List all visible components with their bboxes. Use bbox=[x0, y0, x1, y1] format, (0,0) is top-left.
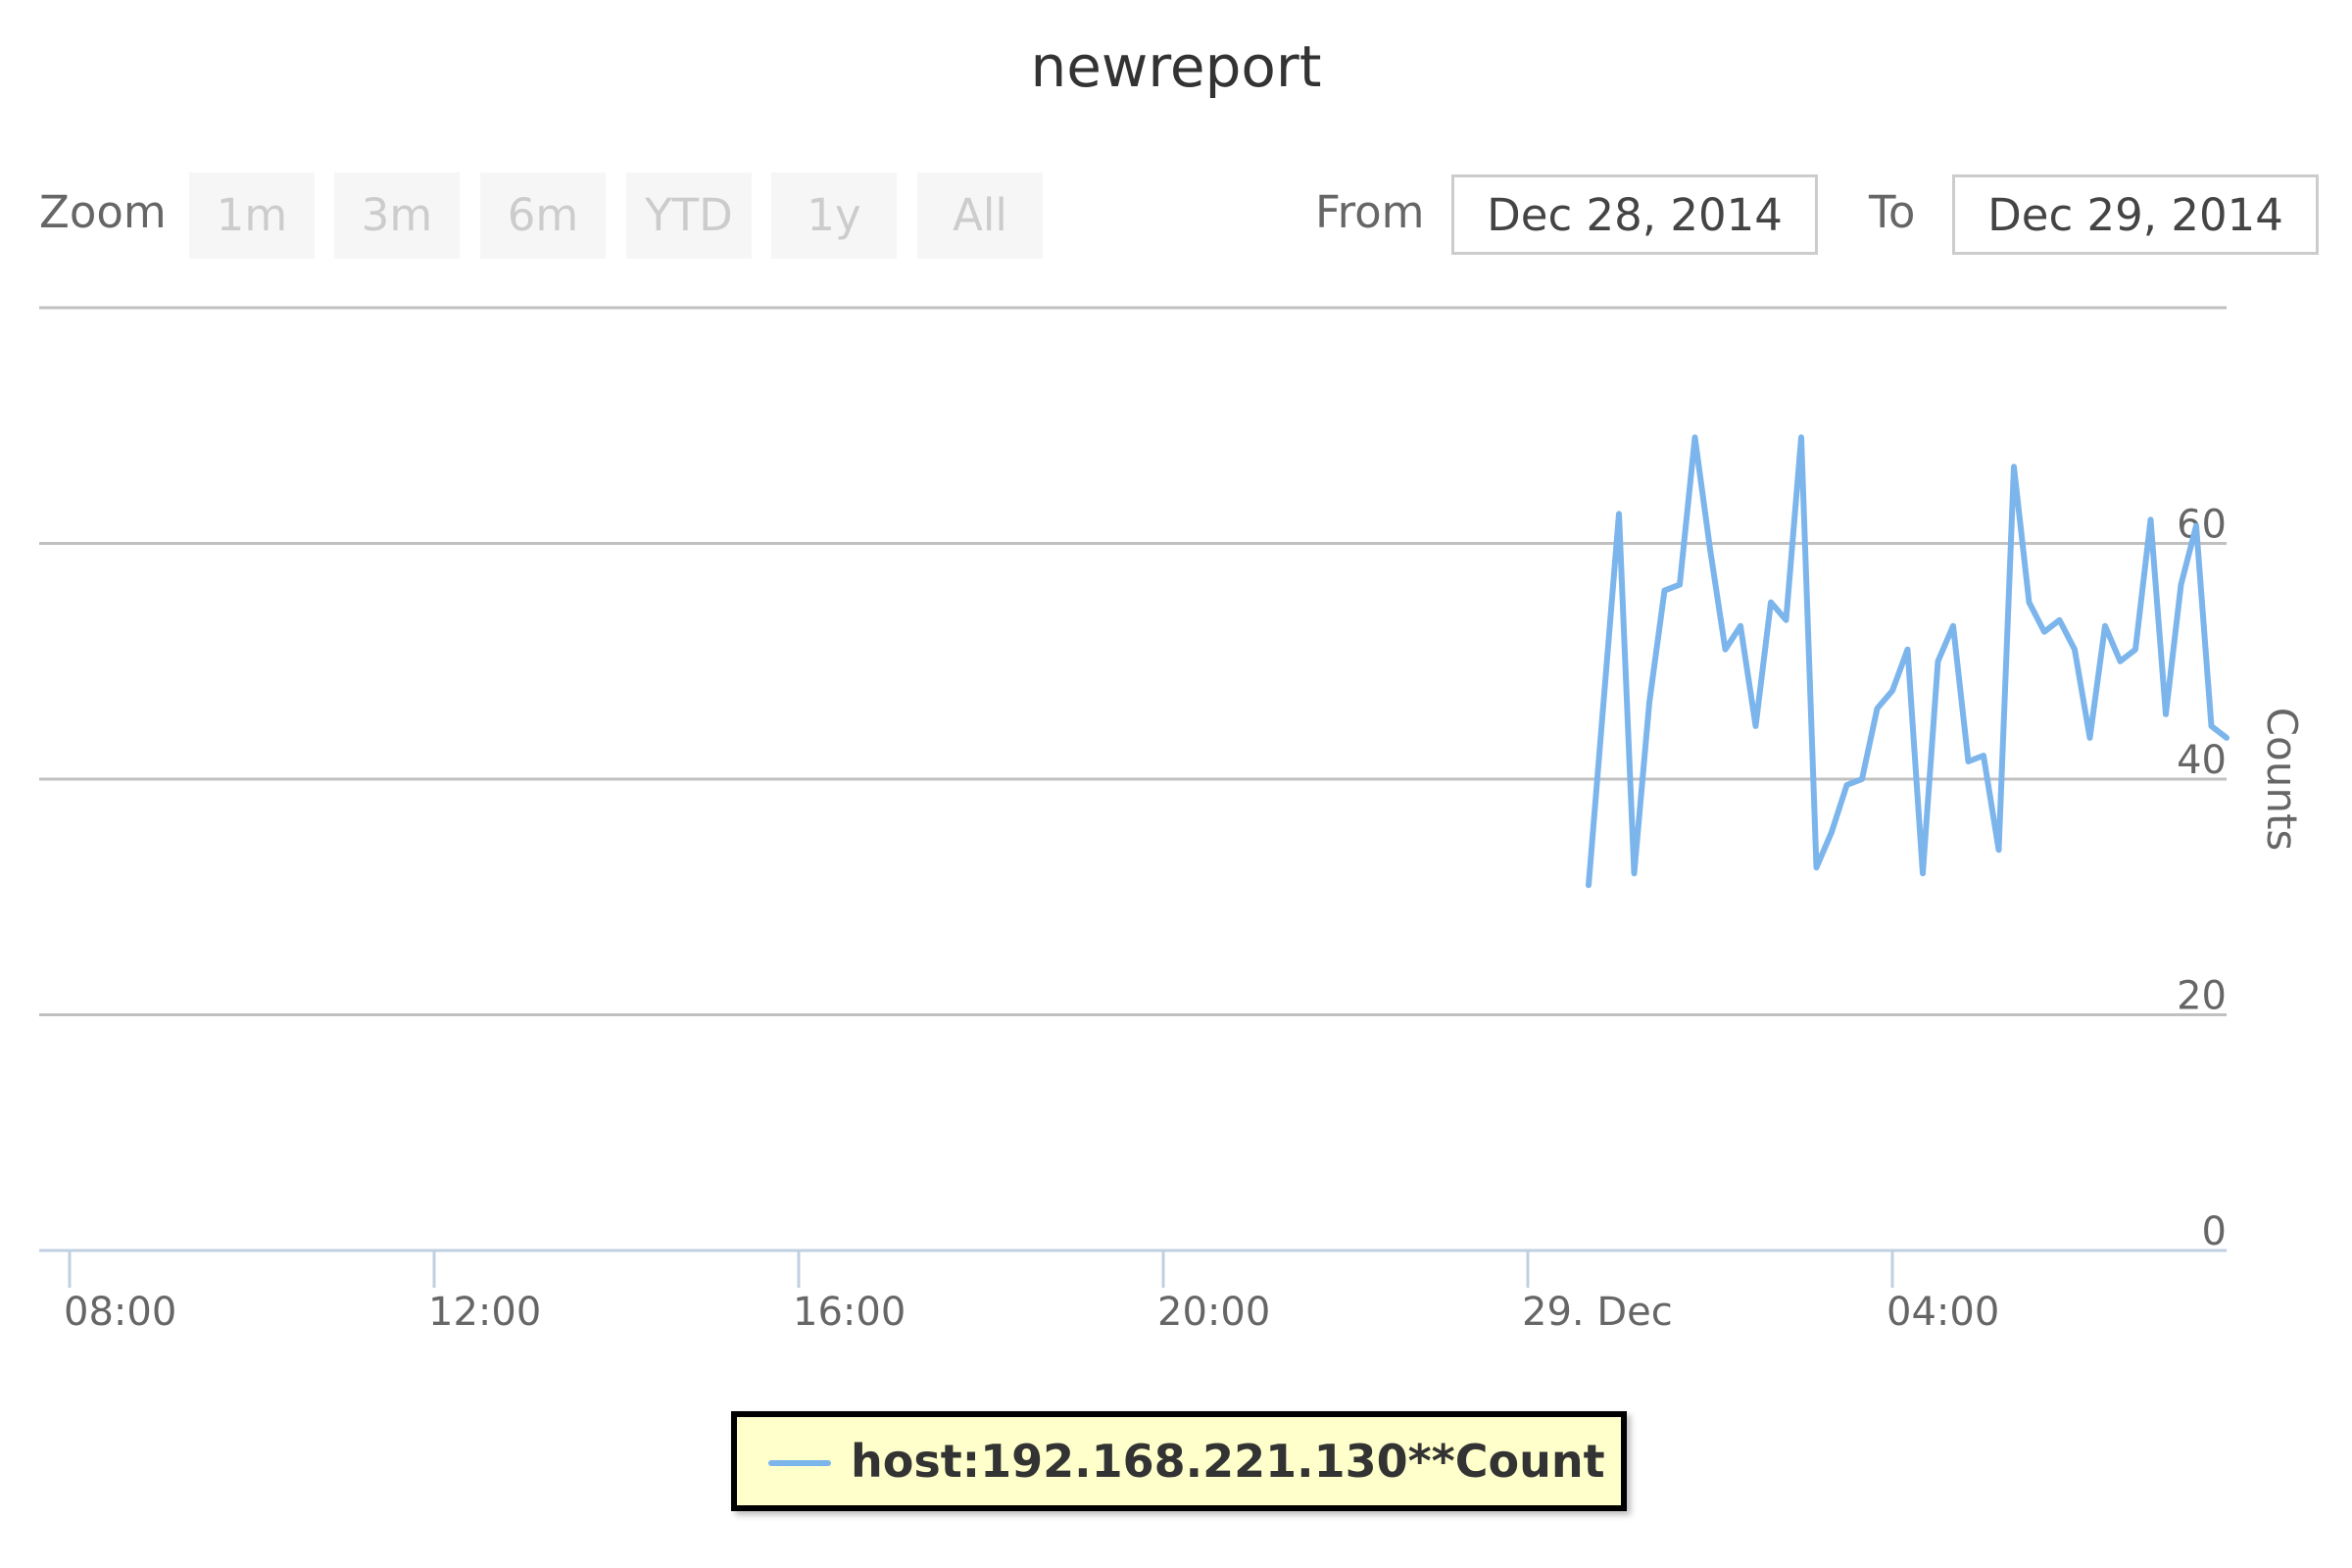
data-point bbox=[1906, 648, 1909, 652]
y-tick-label: 20 bbox=[2177, 974, 2227, 1019]
data-point bbox=[1997, 848, 2000, 852]
data-point bbox=[2028, 601, 2031, 605]
data-point bbox=[1845, 783, 1848, 787]
data-point bbox=[1951, 624, 1955, 628]
legend-item-label: host:192.168.221.130**Count bbox=[851, 1435, 1605, 1488]
data-point bbox=[2225, 736, 2229, 740]
data-point bbox=[2073, 648, 2077, 652]
x-tick-label: 08:00 bbox=[64, 1290, 176, 1335]
zoom-1m-button[interactable]: 1m bbox=[189, 172, 315, 259]
data-point bbox=[2119, 660, 2122, 663]
zoom-ytd-button[interactable]: YTD bbox=[626, 172, 752, 259]
data-point bbox=[1815, 865, 1818, 869]
data-point bbox=[1830, 830, 1834, 834]
data-point bbox=[1739, 624, 1742, 628]
data-point bbox=[2149, 517, 2152, 521]
data-point bbox=[2210, 724, 2213, 728]
data-point bbox=[1936, 660, 1939, 663]
data-point bbox=[2164, 712, 2168, 716]
zoom-6m-button[interactable]: 6m bbox=[480, 172, 606, 259]
chart-title: newreport bbox=[1030, 33, 1322, 100]
data-point bbox=[1617, 512, 1621, 515]
data-point bbox=[1860, 777, 1864, 781]
y-tick-label: 0 bbox=[2202, 1209, 2227, 1254]
data-point bbox=[1724, 648, 1727, 652]
data-point bbox=[2058, 618, 2061, 622]
data-point bbox=[1678, 583, 1682, 587]
data-point bbox=[1693, 435, 1696, 439]
data-point bbox=[1769, 601, 1773, 605]
data-point bbox=[1876, 707, 1879, 710]
to-label: To bbox=[1869, 186, 1916, 238]
legend-series-swatch bbox=[768, 1460, 831, 1466]
data-point bbox=[2133, 648, 2137, 652]
data-point bbox=[1633, 871, 1636, 875]
data-point bbox=[1647, 701, 1651, 705]
zoom-label: Zoom bbox=[39, 186, 167, 238]
to-date-input[interactable] bbox=[1952, 174, 2319, 255]
data-point bbox=[1982, 754, 1985, 758]
data-point bbox=[2088, 736, 2091, 740]
data-point bbox=[1921, 871, 1925, 875]
y-tick-label: 40 bbox=[2177, 738, 2227, 783]
data-point bbox=[1708, 548, 1712, 552]
data-point bbox=[1890, 689, 1894, 693]
data-point bbox=[1663, 589, 1666, 593]
zoom-1y-button[interactable]: 1y bbox=[771, 172, 897, 259]
legend[interactable]: host:192.168.221.130**Count bbox=[731, 1411, 1627, 1511]
x-tick-label: 20:00 bbox=[1157, 1290, 1270, 1335]
data-point bbox=[1799, 435, 1803, 439]
x-tick-label: 12:00 bbox=[428, 1290, 541, 1335]
data-point bbox=[1785, 618, 1788, 622]
from-label: From bbox=[1315, 186, 1425, 238]
x-tick-label: 04:00 bbox=[1886, 1290, 1999, 1335]
from-date-input[interactable] bbox=[1451, 174, 1818, 255]
data-point bbox=[1587, 883, 1591, 887]
data-point bbox=[1754, 724, 1757, 728]
y-axis-title: Counts bbox=[2258, 708, 2306, 852]
x-tick-label: 29. Dec bbox=[1522, 1290, 1673, 1335]
data-point bbox=[2180, 583, 2182, 587]
data-point bbox=[2012, 465, 2016, 468]
y-tick-label: 60 bbox=[2177, 503, 2227, 548]
data-point bbox=[2042, 630, 2046, 634]
data-point bbox=[1967, 760, 1970, 763]
x-tick-label: 16:00 bbox=[793, 1290, 906, 1335]
data-point bbox=[2194, 523, 2198, 527]
zoom-3m-button[interactable]: 3m bbox=[334, 172, 460, 259]
zoom-all-button[interactable]: All bbox=[917, 172, 1043, 259]
series-line bbox=[1586, 434, 2230, 889]
data-point bbox=[2103, 624, 2107, 628]
